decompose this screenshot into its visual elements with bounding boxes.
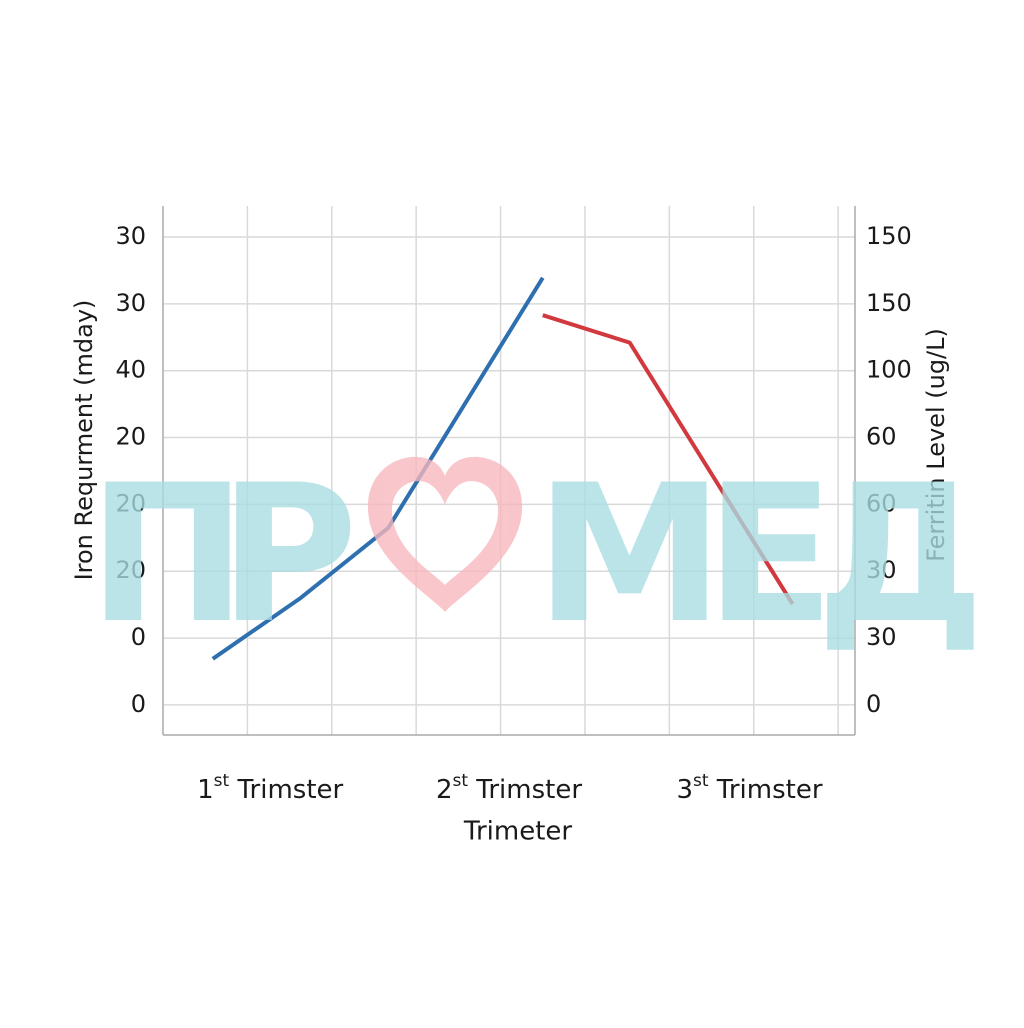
y2-tick-label: 60 bbox=[866, 423, 897, 451]
watermark: ПР МЕД bbox=[88, 444, 985, 665]
y-tick-label: 30 bbox=[115, 289, 146, 317]
series-line bbox=[211, 276, 545, 661]
watermark-text: МЕД bbox=[535, 444, 985, 665]
y2-tick-label: 0 bbox=[866, 690, 881, 718]
y2-tick-label: 30 bbox=[866, 623, 897, 651]
x-tick-label: 3st Trimster bbox=[676, 771, 822, 805]
x-tick-label: 2st Trimster bbox=[436, 771, 582, 805]
y-tick-label: 0 bbox=[131, 623, 146, 651]
y2-tick-label: 30 bbox=[866, 556, 897, 584]
y-tick-label: 0 bbox=[131, 690, 146, 718]
y2-tick-label: 100 bbox=[866, 356, 912, 384]
y-tick-label: 20 bbox=[115, 556, 146, 584]
y-axis-title: Iron Requrment (mday) bbox=[70, 300, 98, 581]
x-axis-title: Trimeter bbox=[463, 817, 572, 847]
x-tick-label: 1st Trimster bbox=[197, 771, 343, 805]
y2-tick-label: 150 bbox=[866, 222, 912, 250]
y-tick-label: 40 bbox=[115, 356, 146, 384]
y2-tick-label: 60 bbox=[866, 489, 897, 517]
series-line bbox=[542, 313, 795, 606]
watermark-text: ПР bbox=[88, 444, 358, 665]
y2-tick-label: 150 bbox=[866, 289, 912, 317]
y-tick-label: 20 bbox=[115, 423, 146, 451]
y-tick-label: 20 bbox=[115, 489, 146, 517]
y2-axis-title: Ferritin Level (ug/L) bbox=[922, 328, 950, 562]
watermark-heart bbox=[367, 456, 523, 612]
y-tick-label: 30 bbox=[115, 222, 146, 250]
